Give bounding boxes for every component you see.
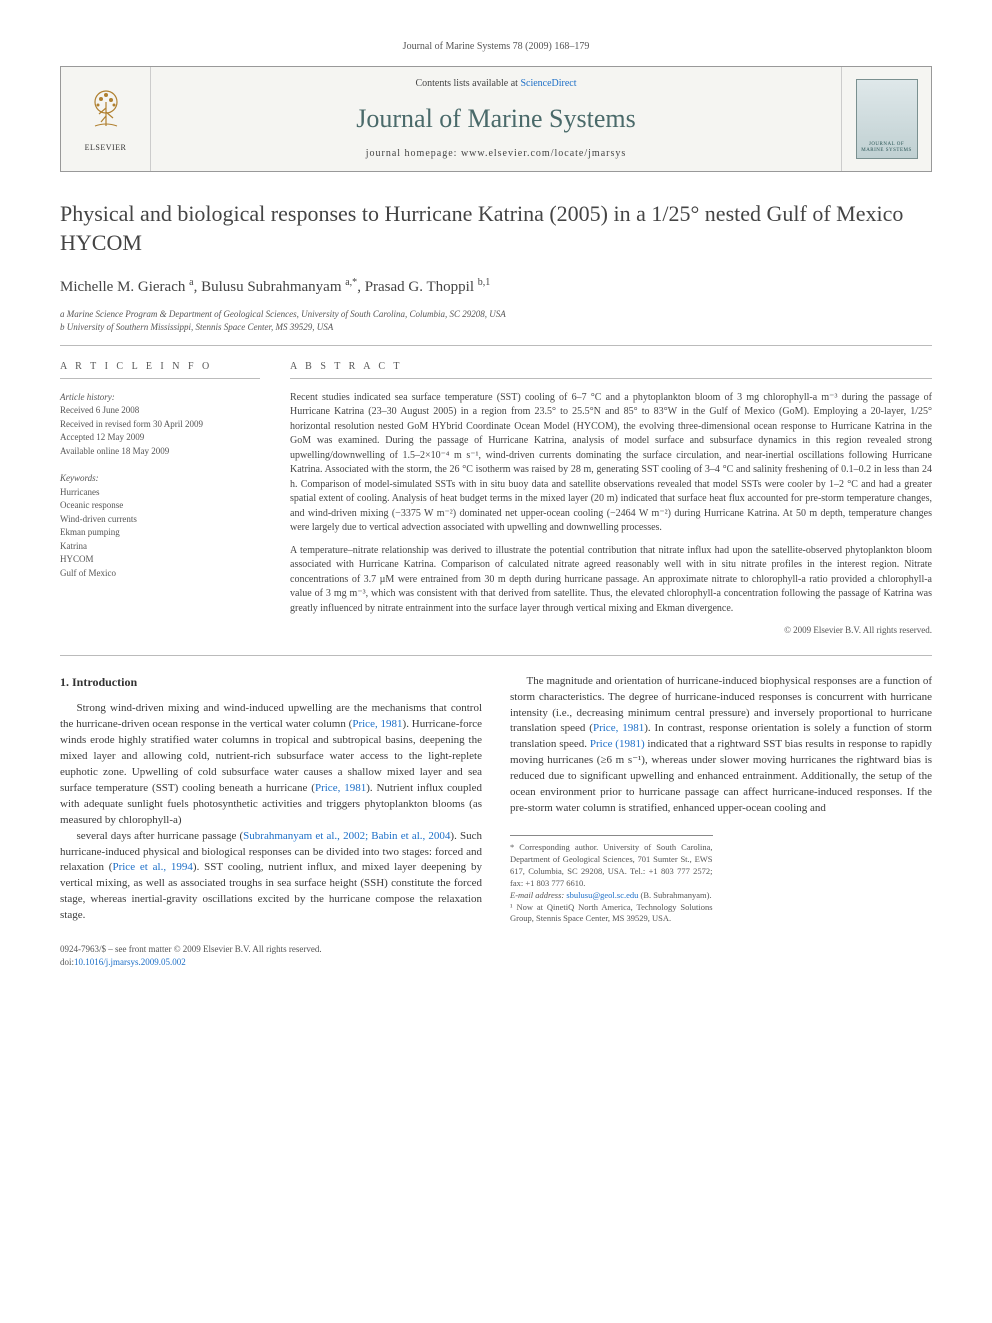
info-abstract-row: A R T I C L E I N F O Article history: R…: [60, 360, 932, 637]
masthead-center: Contents lists available at ScienceDirec…: [151, 67, 841, 171]
homepage-prefix: journal homepage:: [366, 148, 461, 159]
abstract-copyright: © 2009 Elsevier B.V. All rights reserved…: [290, 624, 932, 637]
history-header: Article history:: [60, 391, 260, 405]
abstract-paragraph: Recent studies indicated sea surface tem…: [290, 391, 932, 536]
footnotes: * Corresponding author. University of So…: [510, 835, 713, 925]
affiliation-line: b University of Southern Mississippi, St…: [60, 321, 932, 335]
homepage-url: www.elsevier.com/locate/jmarsys: [461, 148, 626, 159]
contents-line: Contents lists available at ScienceDirec…: [415, 77, 576, 91]
corresponding-author-note: * Corresponding author. University of So…: [510, 842, 713, 890]
publisher-block: ELSEVIER: [61, 67, 151, 171]
masthead: ELSEVIER Contents lists available at Sci…: [60, 66, 932, 172]
history-line: Available online 18 May 2009: [60, 445, 260, 459]
body-paragraph: Strong wind-driven mixing and wind-induc…: [60, 701, 482, 829]
keywords-header: Keywords:: [60, 472, 260, 486]
section-title: Introduction: [72, 675, 137, 689]
keyword: Oceanic response: [60, 499, 260, 513]
divider: [60, 345, 932, 346]
keyword: Katrina: [60, 540, 260, 554]
doi-link[interactable]: 10.1016/j.jmarsys.2009.05.002: [74, 957, 186, 967]
affiliation-line: a Marine Science Program & Department of…: [60, 308, 932, 322]
keyword: Gulf of Mexico: [60, 567, 260, 581]
homepage-line: journal homepage: www.elsevier.com/locat…: [366, 147, 627, 161]
author-note-1: ¹ Now at QinetiQ North America, Technolo…: [510, 902, 713, 926]
abstract-column: A B S T R A C T Recent studies indicated…: [290, 360, 932, 637]
contents-prefix: Contents lists available at: [415, 78, 520, 89]
history-line: Accepted 12 May 2009: [60, 431, 260, 445]
history-line: Received 6 June 2008: [60, 404, 260, 418]
abstract-label: A B S T R A C T: [290, 360, 932, 379]
running-head: Journal of Marine Systems 78 (2009) 168–…: [60, 40, 932, 54]
abstract-text: Recent studies indicated sea surface tem…: [290, 391, 932, 617]
keyword: Hurricanes: [60, 486, 260, 500]
doi-line: doi:10.1016/j.jmarsys.2009.05.002: [60, 956, 932, 969]
article-title: Physical and biological responses to Hur…: [60, 200, 932, 257]
elsevier-tree-icon: [81, 86, 131, 136]
journal-title: Journal of Marine Systems: [356, 101, 635, 137]
keyword: Ekman pumping: [60, 526, 260, 540]
front-matter-line: 0924-7963/$ – see front matter © 2009 El…: [60, 943, 932, 956]
article-info-label: A R T I C L E I N F O: [60, 360, 260, 379]
email-link[interactable]: sbulusu@geol.sc.edu: [566, 890, 638, 900]
authors-line: Michelle M. Gierach a, Bulusu Subrahmany…: [60, 276, 932, 298]
cover-block: JOURNAL OF MARINE SYSTEMS: [841, 67, 931, 171]
section-number: 1.: [60, 675, 69, 689]
email-line: E-mail address: sbulusu@geol.sc.edu (B. …: [510, 890, 713, 902]
affiliations: a Marine Science Program & Department of…: [60, 308, 932, 335]
history-line: Received in revised form 30 April 2009: [60, 418, 260, 432]
body-columns: 1. Introduction Strong wind-driven mixin…: [60, 674, 932, 926]
abstract-paragraph: A temperature–nitrate relationship was d…: [290, 544, 932, 617]
email-label: E-mail address:: [510, 890, 566, 900]
keyword: Wind-driven currents: [60, 513, 260, 527]
body-paragraph: The magnitude and orientation of hurrica…: [510, 674, 932, 817]
journal-cover-thumb: JOURNAL OF MARINE SYSTEMS: [856, 79, 918, 159]
doi-prefix: doi:: [60, 957, 74, 967]
footer: 0924-7963/$ – see front matter © 2009 El…: [60, 943, 932, 968]
article-info-column: A R T I C L E I N F O Article history: R…: [60, 360, 260, 637]
article-history: Article history: Received 6 June 2008Rec…: [60, 391, 260, 581]
keyword: HYCOM: [60, 553, 260, 567]
sciencedirect-link[interactable]: ScienceDirect: [520, 78, 576, 89]
body-paragraph: several days after hurricane passage (Su…: [60, 829, 482, 925]
divider: [60, 655, 932, 656]
email-suffix: (B. Subrahmanyam).: [638, 890, 711, 900]
section-heading: 1. Introduction: [60, 674, 482, 691]
cover-text: JOURNAL OF MARINE SYSTEMS: [861, 142, 913, 154]
publisher-label: ELSEVIER: [85, 142, 127, 153]
